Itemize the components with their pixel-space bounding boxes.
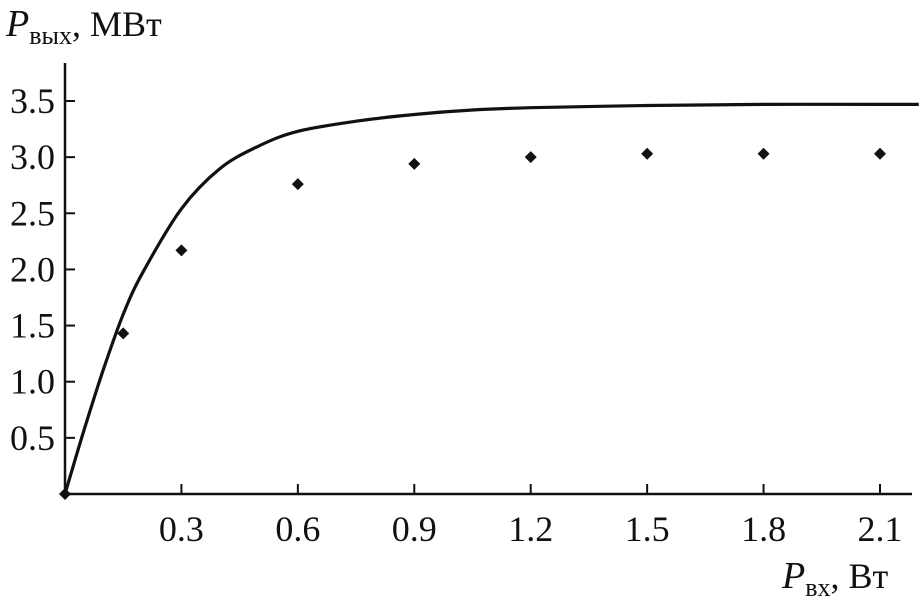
data-point <box>291 178 304 191</box>
data-point <box>117 327 130 340</box>
y-tick-label: 1.0 <box>10 362 55 402</box>
data-point <box>408 157 421 170</box>
data-point <box>59 488 71 500</box>
x-tick-label: 1.8 <box>741 509 786 549</box>
y-tick-label: 3.5 <box>10 81 55 121</box>
ticks: 0.5 1.0 1.5 2.0 2.5 3.0 3.5 0.3 0.6 0.9 1.2 1.5 1.8 2… <box>10 81 903 549</box>
y-axis-title-unit: , МВт <box>72 4 162 44</box>
x-axis-title-unit: , Вт <box>831 556 889 596</box>
y-tick-label: 0.5 <box>10 418 55 458</box>
series-layer <box>59 102 919 500</box>
data-point <box>641 147 654 160</box>
y-tick-label: 1.5 <box>10 306 55 346</box>
x-axis-title: Pвх, Вт <box>781 555 889 602</box>
axes <box>63 63 912 496</box>
y-tick-label: 2.0 <box>10 249 55 289</box>
y-axis-title-sub: вых <box>29 21 72 50</box>
y-axis-title-var: P <box>5 3 29 45</box>
x-axis-title-sub: вх <box>805 573 830 602</box>
y-tick-label: 3.0 <box>10 137 55 177</box>
data-point <box>874 147 886 160</box>
data-point <box>524 151 537 164</box>
data-point <box>757 147 770 160</box>
x-tick-label: 0.9 <box>392 509 437 549</box>
x-tick-label: 1.2 <box>508 509 553 549</box>
x-axis-title-var: P <box>781 555 805 597</box>
series-line <box>63 102 919 495</box>
data-point <box>175 244 188 257</box>
x-tick-label: 1.5 <box>625 509 670 549</box>
x-tick-label: 2.1 <box>858 509 903 549</box>
x-tick-label: 0.6 <box>275 509 320 549</box>
x-tick-label: 0.3 <box>159 509 204 549</box>
y-axis-title: Pвых, МВт <box>5 3 162 50</box>
y-tick-label: 2.5 <box>10 193 55 233</box>
